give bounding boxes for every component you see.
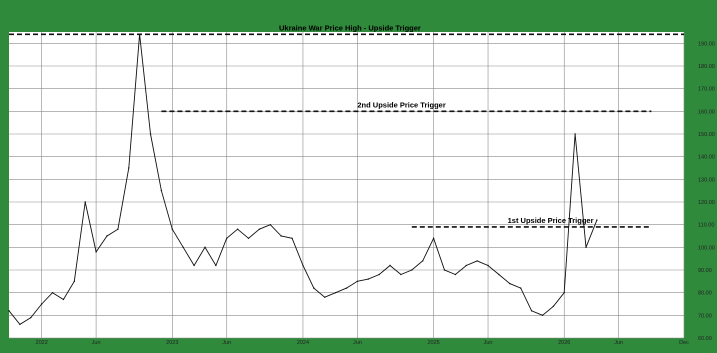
x-tick-label: Jun bbox=[92, 340, 101, 346]
series-line bbox=[8, 34, 598, 325]
series-layer bbox=[8, 33, 598, 326]
x-tick-label: 2023 bbox=[166, 340, 178, 346]
plot-background bbox=[9, 32, 684, 338]
y-tick-label: 80.00 bbox=[698, 291, 712, 297]
annotation-layer: Ukraine War Price High - Upside Trigger 2… bbox=[9, 23, 684, 228]
y-tick-label: 160.00 bbox=[698, 109, 715, 115]
y-tick-label: 90.00 bbox=[698, 268, 712, 274]
y-tick-label: 180.00 bbox=[698, 64, 715, 70]
y-tick-label: 170.00 bbox=[698, 87, 715, 93]
y-tick-label: 70.00 bbox=[698, 313, 712, 319]
x-tick-label: Jun bbox=[614, 340, 623, 346]
annotation-label: 2nd Upside Price Trigger bbox=[357, 100, 445, 109]
annotation-label: 1st Upside Price Trigger bbox=[508, 216, 594, 225]
y-tick-label: 130.00 bbox=[698, 177, 715, 183]
x-tick-label: Jun bbox=[353, 340, 362, 346]
y-tick-label: 110.00 bbox=[698, 223, 714, 229]
y-tick-label: 60.00 bbox=[698, 336, 712, 342]
y-axis-labels: 60.00 70.00 80.00 90.00 100.00 110.00 120.00 13… bbox=[698, 41, 715, 342]
y-tick-label: 120.00 bbox=[698, 200, 715, 206]
x-axis-labels: 2022 Jun 2023 Jun 2024 Jun 2025 Jun 2026 Jun Dec bbox=[36, 340, 690, 346]
y-tick-label: 140.00 bbox=[698, 155, 715, 161]
annotation-label: Ukraine War Price High - Upside Trigger bbox=[279, 23, 421, 32]
y-tick-label: 190.00 bbox=[698, 41, 715, 47]
x-tick-label: Jun bbox=[484, 340, 493, 346]
x-tick-label: Jun bbox=[222, 340, 231, 346]
y-tick-label: 100.00 bbox=[698, 245, 715, 251]
x-tick-label: 2024 bbox=[297, 340, 309, 346]
y-tick-label: 150.00 bbox=[698, 132, 715, 138]
x-tick-label: Dec bbox=[679, 340, 689, 346]
x-tick-label: 2026 bbox=[558, 340, 570, 346]
x-tick-label: 2025 bbox=[427, 340, 439, 346]
x-tick-label: 2022 bbox=[36, 340, 48, 346]
